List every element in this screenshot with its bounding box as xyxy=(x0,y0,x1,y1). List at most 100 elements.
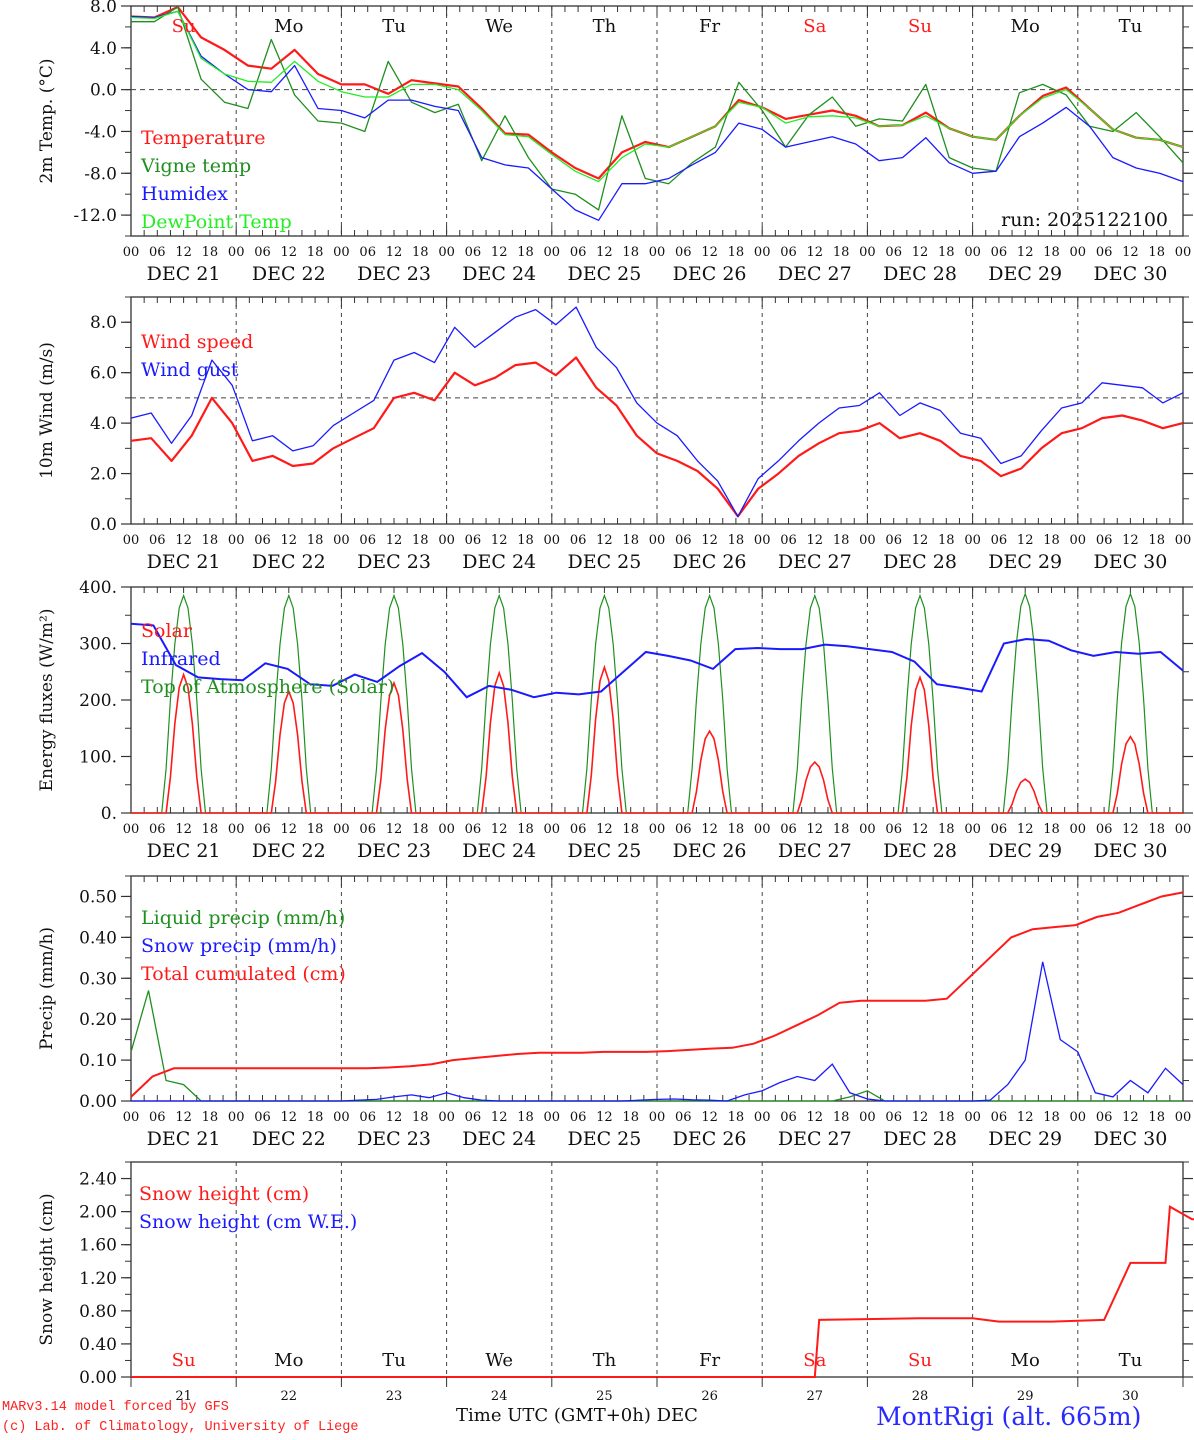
x-day-label: DEC 21 xyxy=(147,551,221,573)
x-hour-label: 06 xyxy=(780,1110,797,1125)
x-hour-label: 18 xyxy=(938,533,955,548)
x-hour-label: 18 xyxy=(728,533,745,548)
x-hour-label: 12 xyxy=(596,533,613,548)
x-hour-label: 06 xyxy=(254,1110,271,1125)
y-tick-label: 0.00 xyxy=(79,1368,117,1388)
x-day-number: 23 xyxy=(386,1389,403,1404)
legend-entry: Liquid precip (mm/h) xyxy=(141,907,345,929)
x-hour-label: 00 xyxy=(438,1110,455,1125)
x-hour-label: 06 xyxy=(254,822,271,837)
x-day-label: DEC 25 xyxy=(567,551,641,573)
x-hour-label: 00 xyxy=(228,1110,245,1125)
x-hour-label: 00 xyxy=(123,822,140,837)
weekday-label: Sa xyxy=(803,1350,826,1371)
x-day-label: DEC 28 xyxy=(883,840,957,862)
weekday-label: Su xyxy=(908,1350,932,1371)
x-day-label: DEC 29 xyxy=(988,840,1062,862)
x-hour-label: 00 xyxy=(438,533,455,548)
x-hour-label: 06 xyxy=(254,245,271,260)
legend-entry: Humidex xyxy=(141,183,228,205)
x-hour-label: 06 xyxy=(780,533,797,548)
x-hour-label: 18 xyxy=(1043,245,1060,260)
x-day-label: DEC 30 xyxy=(1093,551,1167,573)
x-hour-label: 12 xyxy=(1017,533,1034,548)
x-day-label: DEC 23 xyxy=(357,551,431,573)
x-hour-label: 12 xyxy=(1122,822,1139,837)
x-day-number: 25 xyxy=(596,1389,613,1404)
x-hour-label: 12 xyxy=(281,822,298,837)
x-day-label: DEC 29 xyxy=(988,1128,1062,1150)
x-day-label: DEC 22 xyxy=(252,1128,326,1150)
y-axis-label: 10m Wind (m/s) xyxy=(37,342,57,479)
x-day-label: DEC 22 xyxy=(252,840,326,862)
y-tick-label: 200. xyxy=(79,691,117,711)
weekday-label: Tu xyxy=(382,16,406,37)
x-hour-label: 12 xyxy=(596,1110,613,1125)
x-day-label: DEC 24 xyxy=(462,1128,536,1150)
x-hour-label: 00 xyxy=(754,533,771,548)
x-day-label: DEC 21 xyxy=(147,1128,221,1150)
y-tick-label: 6.0 xyxy=(90,364,117,384)
x-hour-label: 18 xyxy=(1043,1110,1060,1125)
x-hour-label: 06 xyxy=(885,533,902,548)
x-day-label: DEC 24 xyxy=(462,551,536,573)
x-hour-label: 06 xyxy=(675,533,692,548)
weekday-label: Tu xyxy=(382,1350,406,1371)
x-hour-label: 00 xyxy=(1175,533,1192,548)
x-hour-label: 06 xyxy=(359,245,376,260)
x-hour-label: 12 xyxy=(386,822,403,837)
x-hour-label: 18 xyxy=(1043,533,1060,548)
x-hour-label: 00 xyxy=(228,822,245,837)
time-axis-label: Time UTC (GMT+0h) DEC xyxy=(456,1405,698,1426)
x-hour-label: 00 xyxy=(228,245,245,260)
legend-entry: Solar xyxy=(141,620,193,642)
x-hour-label: 18 xyxy=(307,1110,324,1125)
weekday-label: Fr xyxy=(699,1350,720,1371)
x-hour-label: 12 xyxy=(1122,245,1139,260)
x-hour-label: 18 xyxy=(728,245,745,260)
y-tick-label: 0. xyxy=(101,804,117,824)
x-day-label: DEC 23 xyxy=(357,840,431,862)
x-hour-label: 18 xyxy=(1148,1110,1165,1125)
x-hour-label: 12 xyxy=(386,533,403,548)
x-hour-label: 00 xyxy=(438,822,455,837)
y-axis-label: 2m Temp. (°C) xyxy=(37,58,57,183)
y-tick-label: 0.40 xyxy=(79,1335,117,1355)
x-day-number: 26 xyxy=(701,1389,718,1404)
x-hour-label: 06 xyxy=(675,1110,692,1125)
run-label: run: 2025122100 xyxy=(1001,209,1168,231)
x-hour-label: 18 xyxy=(517,1110,534,1125)
x-hour-label: 00 xyxy=(1070,533,1087,548)
x-hour-label: 06 xyxy=(780,822,797,837)
x-hour-label: 12 xyxy=(912,1110,929,1125)
y-tick-label: 0.50 xyxy=(79,887,117,907)
x-hour-label: 18 xyxy=(202,533,219,548)
x-day-number: 21 xyxy=(175,1389,192,1404)
x-day-label: DEC 27 xyxy=(778,840,852,862)
legend-entry: Temperature xyxy=(141,127,265,149)
x-hour-label: 06 xyxy=(885,1110,902,1125)
x-hour-label: 06 xyxy=(149,245,166,260)
x-day-number: 29 xyxy=(1017,1389,1034,1404)
x-hour-label: 00 xyxy=(859,1110,876,1125)
x-hour-label: 12 xyxy=(912,245,929,260)
x-hour-label: 18 xyxy=(622,533,639,548)
y-tick-label: 0.00 xyxy=(79,1092,117,1112)
x-hour-label: 06 xyxy=(1096,245,1113,260)
series-line-dewpoint-temp xyxy=(130,10,1184,183)
legend-entry: Wind speed xyxy=(141,331,253,353)
x-hour-label: 00 xyxy=(964,245,981,260)
x-hour-label: 18 xyxy=(307,245,324,260)
x-hour-label: 06 xyxy=(675,245,692,260)
x-hour-label: 18 xyxy=(833,1110,850,1125)
weekday-label: Mo xyxy=(1011,1350,1040,1371)
x-hour-label: 00 xyxy=(859,245,876,260)
x-hour-label: 00 xyxy=(1070,822,1087,837)
y-tick-label: 2.40 xyxy=(79,1170,117,1190)
x-day-number: 27 xyxy=(807,1389,824,1404)
x-hour-label: 12 xyxy=(701,245,718,260)
y-tick-label: 0.80 xyxy=(79,1302,117,1322)
x-day-label: DEC 22 xyxy=(252,551,326,573)
x-hour-label: 06 xyxy=(570,822,587,837)
series-line-solar xyxy=(131,664,1183,814)
